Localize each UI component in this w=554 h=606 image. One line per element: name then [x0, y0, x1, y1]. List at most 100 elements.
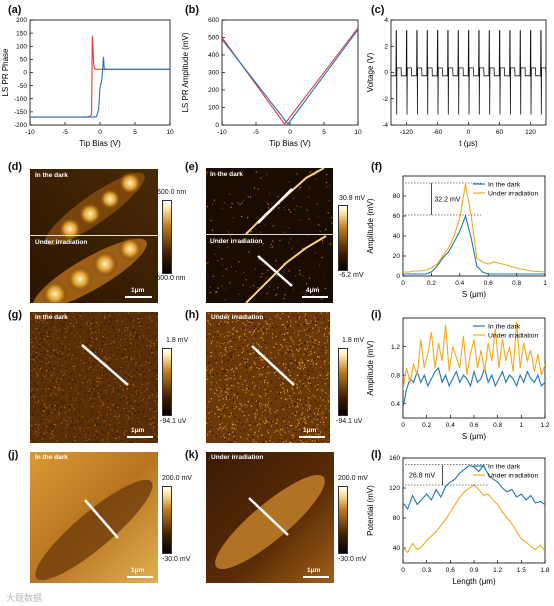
noise-dot [135, 410, 136, 411]
noise-dot [235, 417, 236, 418]
noise-dot [312, 328, 313, 329]
noise-dot [100, 401, 101, 402]
noise-dot [207, 434, 208, 435]
noise-dot [96, 378, 97, 379]
noise-dot [265, 404, 266, 405]
noise-dot [145, 347, 146, 348]
noise-dot [314, 352, 315, 353]
noise-dot [113, 388, 114, 389]
noise-dot [137, 356, 138, 357]
noise-dot [145, 364, 146, 365]
noise-dot [212, 230, 213, 231]
noise-dot [100, 399, 101, 400]
noise-dot [97, 439, 98, 440]
noise-dot [60, 348, 61, 349]
noise-dot [53, 372, 54, 373]
noise-dot [330, 243, 331, 244]
noise-dot [312, 350, 313, 351]
noise-dot [274, 339, 275, 340]
noise-dot [115, 404, 116, 405]
noise-dot [302, 413, 303, 414]
noise-dot [267, 347, 268, 348]
noise-dot [107, 442, 108, 443]
noise-dot [62, 430, 63, 431]
noise-dot [312, 340, 313, 341]
noise-dot [313, 332, 314, 333]
noise-dot [310, 405, 311, 406]
noise-dot [249, 423, 250, 424]
noise-dot [278, 363, 279, 364]
noise-dot [320, 413, 321, 414]
noise-dot [291, 360, 292, 361]
noise-dot [303, 417, 304, 418]
noise-dot [136, 334, 137, 335]
noise-dot [268, 216, 269, 217]
noise-dot [319, 265, 320, 266]
noise-dot [132, 384, 133, 385]
noise-dot [268, 403, 269, 404]
noise-dot [284, 232, 285, 233]
noise-dot [74, 368, 75, 369]
noise-dot [115, 416, 116, 417]
series-voltage-trace [391, 31, 546, 115]
noise-dot [299, 270, 300, 271]
noise-dot [325, 393, 326, 394]
noise-dot [219, 426, 220, 427]
noise-dot [322, 390, 323, 391]
noise-dot [253, 376, 254, 377]
noise-dot [299, 429, 300, 430]
noise-dot [87, 377, 88, 378]
noise-dot [34, 366, 35, 367]
noise-dot [134, 372, 135, 373]
noise-dot [120, 366, 121, 367]
noise-dot [294, 357, 295, 358]
noise-dot [314, 366, 315, 367]
noise-dot [101, 329, 102, 330]
noise-dot [224, 202, 225, 203]
series-line-1 [30, 57, 170, 117]
noise-dot [325, 336, 326, 337]
noise-dot [302, 275, 303, 276]
noise-dot [308, 197, 309, 198]
noise-dot [117, 391, 118, 392]
noise-dot [298, 312, 299, 313]
noise-dot [123, 395, 124, 396]
noise-dot [233, 359, 234, 360]
noise-dot [94, 341, 95, 342]
noise-dot [324, 318, 325, 319]
noise-dot [285, 349, 286, 350]
noise-dot [116, 320, 117, 321]
noise-dot [313, 268, 314, 269]
noise-dot [118, 390, 119, 391]
noise-dot [222, 418, 223, 419]
noise-dot [33, 439, 34, 440]
noise-dot [299, 189, 300, 190]
noise-dot [52, 434, 53, 435]
noise-dot [49, 431, 50, 432]
j-colorbar [162, 486, 172, 554]
noise-dot [97, 388, 98, 389]
noise-dot [142, 411, 143, 412]
noise-dot [270, 247, 271, 248]
noise-dot [217, 260, 218, 261]
noise-dot [264, 389, 265, 390]
noise-dot [229, 399, 230, 400]
noise-dot [226, 352, 227, 353]
noise-dot [157, 375, 158, 376]
noise-dot [287, 327, 288, 328]
noise-dot [111, 361, 112, 362]
noise-dot [313, 346, 314, 347]
y-tick-label: 60 [393, 213, 401, 220]
noise-dot [111, 320, 112, 321]
noise-dot [150, 408, 151, 409]
noise-dot [319, 432, 320, 433]
noise-dot [33, 421, 34, 422]
noise-dot [109, 318, 110, 319]
noise-dot [108, 433, 109, 434]
noise-dot [112, 435, 113, 436]
noise-dot [214, 200, 215, 201]
noise-dot [285, 411, 286, 412]
noise-dot [61, 366, 62, 367]
noise-dot [211, 343, 212, 344]
noise-dot [134, 385, 135, 386]
